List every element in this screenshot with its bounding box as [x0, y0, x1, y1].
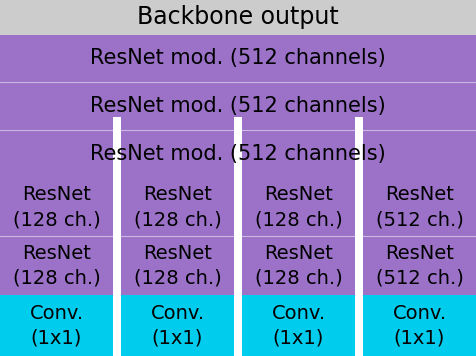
Text: Conv.
(1x1): Conv. (1x1) [271, 304, 326, 348]
Bar [363, 295, 476, 356]
Bar [234, 117, 242, 295]
Text: ResNet
(128 ch.): ResNet (128 ch.) [134, 244, 221, 288]
Text: ResNet
(128 ch.): ResNet (128 ch.) [255, 244, 342, 288]
Text: ResNet
(128 ch.): ResNet (128 ch.) [13, 244, 100, 288]
Text: ResNet mod. (512 channels): ResNet mod. (512 channels) [90, 96, 386, 116]
Text: ResNet mod. (512 channels): ResNet mod. (512 channels) [90, 144, 386, 164]
Bar [121, 295, 234, 356]
Text: Conv.
(1x1): Conv. (1x1) [392, 304, 446, 348]
Text: Backbone output: Backbone output [137, 5, 339, 29]
Text: ResNet
(128 ch.): ResNet (128 ch.) [134, 185, 221, 229]
Text: Conv.
(1x1): Conv. (1x1) [30, 304, 84, 348]
Text: ResNet
(512 ch.): ResNet (512 ch.) [376, 185, 464, 229]
Text: ResNet mod. (512 channels): ResNet mod. (512 channels) [90, 48, 386, 68]
Bar [242, 295, 355, 356]
Bar [113, 117, 121, 295]
Bar [355, 117, 363, 295]
Bar [0, 0, 476, 35]
Bar [0, 178, 476, 295]
Bar [0, 295, 113, 356]
Bar [0, 35, 476, 178]
Text: ResNet
(512 ch.): ResNet (512 ch.) [376, 244, 464, 288]
Text: ResNet
(128 ch.): ResNet (128 ch.) [255, 185, 342, 229]
Text: Conv.
(1x1): Conv. (1x1) [150, 304, 205, 348]
Text: ResNet
(128 ch.): ResNet (128 ch.) [13, 185, 100, 229]
